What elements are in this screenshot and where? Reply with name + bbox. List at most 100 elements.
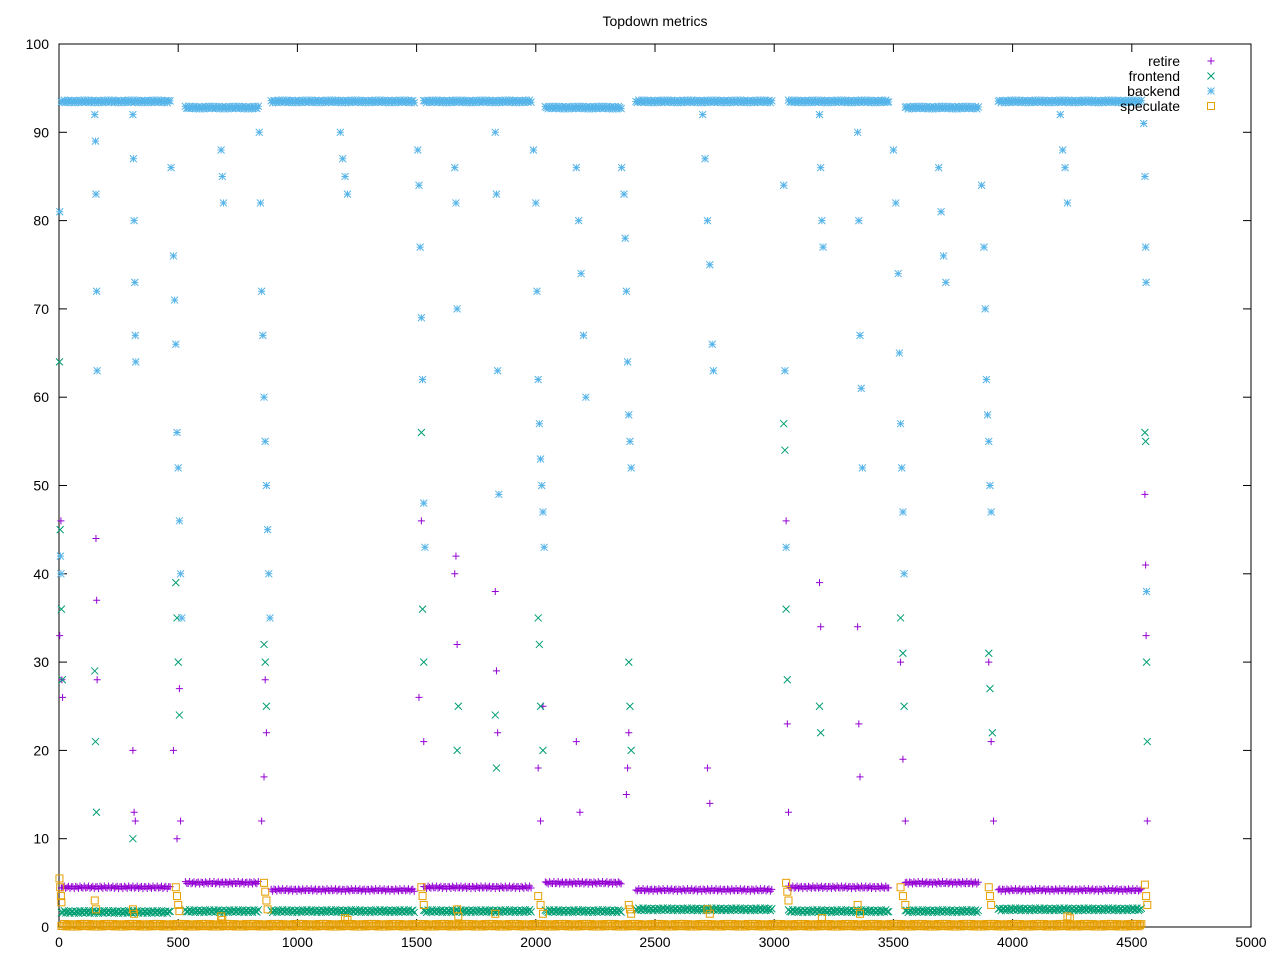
backend-point [831, 98, 840, 107]
backend-point [1141, 172, 1149, 181]
backend-point [819, 243, 827, 251]
backend-point [154, 98, 163, 107]
backend-point [234, 102, 243, 111]
backend-point [527, 98, 535, 107]
backend-point [268, 98, 277, 107]
backend-point [1058, 146, 1067, 154]
backend-point [620, 190, 628, 198]
backend-point [974, 103, 983, 111]
frontend-point [971, 906, 980, 914]
frontend-point [453, 746, 461, 755]
backend-point [190, 102, 198, 111]
backend-point [131, 358, 140, 366]
backend-point [131, 331, 140, 340]
x-tick-label: 1000 [282, 934, 313, 950]
retire-point [417, 517, 425, 525]
backend-point [270, 96, 278, 105]
frontend-point [492, 764, 501, 772]
retire-point [130, 808, 138, 816]
legend-marker-frontend [1207, 72, 1215, 80]
backend-point [653, 98, 662, 107]
backend-point [264, 569, 273, 578]
backend-point [894, 269, 903, 278]
backend-point [983, 411, 992, 419]
y-tick-label: 90 [33, 124, 49, 140]
backend-point [1011, 96, 1020, 104]
frontend-point [175, 711, 184, 719]
x-tick-label: 4500 [1116, 934, 1147, 950]
backend-point [817, 96, 826, 105]
backend-point [582, 393, 590, 402]
backend-point [605, 103, 614, 112]
backend-point [922, 102, 931, 111]
backend-point [568, 104, 577, 113]
backend-point [1015, 96, 1024, 105]
retire-point [572, 738, 580, 746]
backend-point [307, 96, 316, 104]
backend-point [90, 110, 99, 119]
frontend-point [55, 358, 64, 366]
frontend-point [129, 834, 137, 843]
backend-point [554, 102, 563, 111]
speculate-point [454, 912, 463, 921]
backend-point [471, 98, 480, 107]
backend-point [248, 104, 257, 113]
backend-point [598, 102, 607, 111]
retire-point [260, 773, 268, 781]
backend-point [579, 331, 588, 340]
backend-point [967, 102, 975, 111]
backend-point [408, 96, 417, 105]
speculate-point [985, 892, 994, 901]
backend-point [977, 181, 986, 190]
backend-point [575, 104, 584, 113]
frontend-point [57, 605, 66, 613]
backend-point [858, 463, 867, 472]
backend-point [491, 128, 500, 137]
backend-point [602, 102, 611, 111]
backend-point [1005, 98, 1014, 107]
frontend-point [1143, 737, 1152, 746]
backend-point [617, 104, 626, 113]
frontend-point [454, 702, 463, 711]
frontend-point [174, 658, 183, 666]
speculate-point [534, 892, 543, 901]
backend-point [1133, 96, 1141, 104]
backend-point [492, 96, 501, 105]
backend-point [889, 146, 898, 154]
retire-point [990, 817, 998, 825]
speculate-point [91, 905, 100, 914]
backend-point [697, 98, 706, 107]
frontend-point [984, 649, 993, 658]
backend-point [1037, 98, 1046, 107]
speculate-point [419, 900, 428, 909]
backend-point [130, 216, 138, 225]
retire-point [899, 755, 907, 763]
backend-point [932, 104, 941, 113]
backend-point [939, 252, 948, 260]
speculate-point [263, 905, 272, 914]
y-tick-label: 70 [33, 301, 49, 317]
backend-point [401, 98, 410, 107]
retire-point [262, 729, 270, 737]
backend-point [1067, 97, 1076, 105]
retire-point [768, 885, 776, 893]
backend-point [394, 98, 403, 107]
backend-point [210, 102, 218, 111]
backend-point [345, 98, 354, 107]
backend-point [55, 207, 64, 216]
backend-point [380, 96, 389, 105]
frontend-point [524, 908, 533, 916]
backend-point [529, 146, 538, 154]
backend-point [1120, 96, 1129, 105]
backend-point [258, 331, 267, 340]
frontend-point [988, 728, 997, 737]
frontend-point [534, 614, 543, 622]
backend-point [617, 163, 626, 172]
backend-point [937, 207, 945, 216]
y-tick-label: 30 [33, 654, 49, 670]
backend-point [262, 481, 271, 490]
speculate-point [624, 900, 633, 909]
backend-point [341, 98, 350, 107]
backend-point [522, 97, 531, 106]
